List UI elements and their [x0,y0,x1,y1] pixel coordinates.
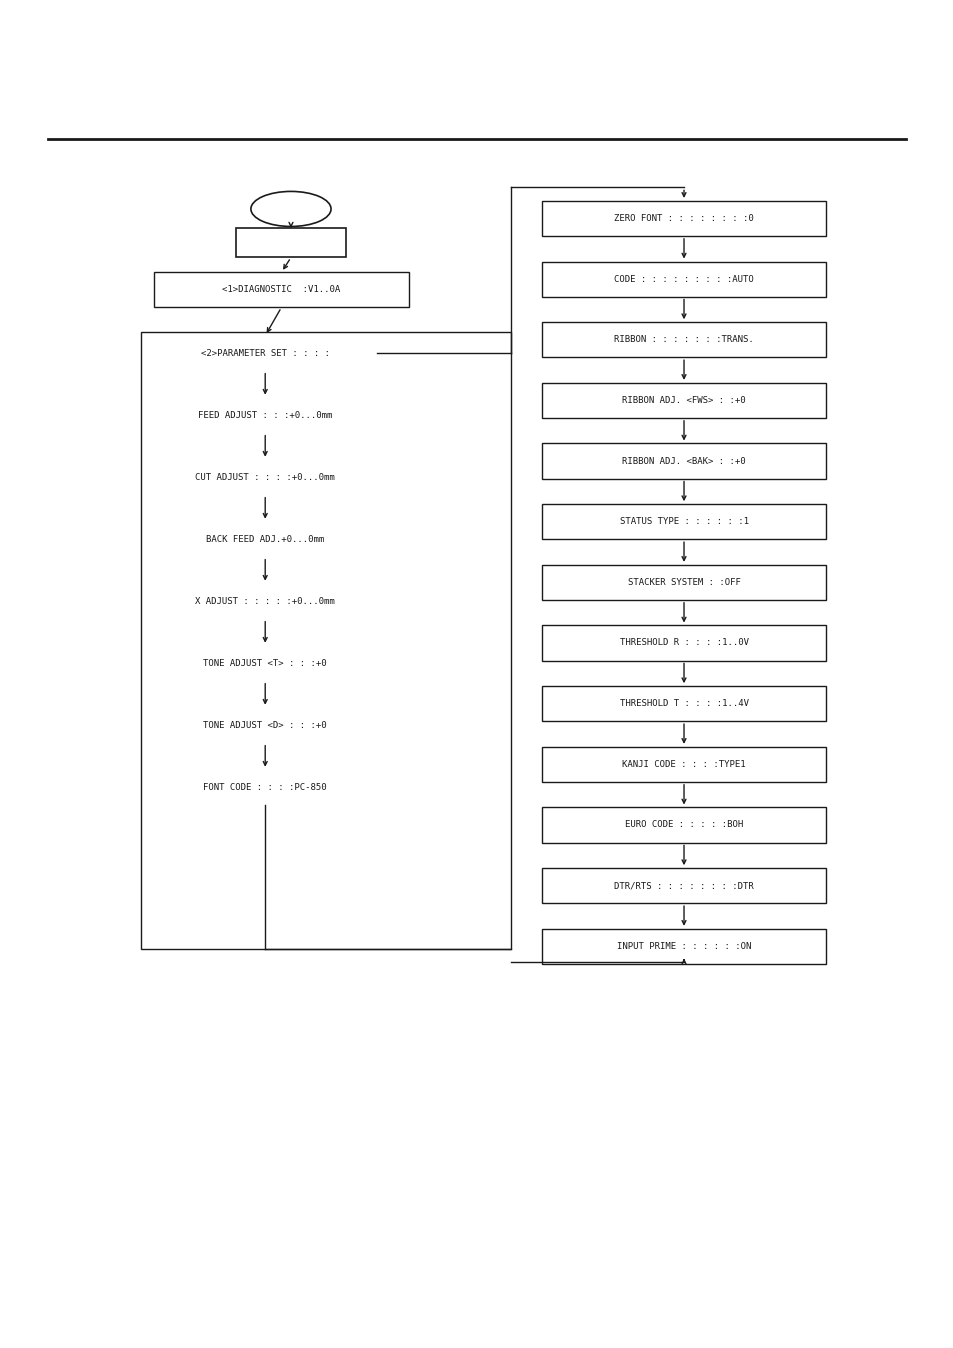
Bar [153,336,376,371]
Bar [541,807,825,842]
Text: TONE ADJUST <D> : : :+0: TONE ADJUST <D> : : :+0 [203,721,327,729]
Text: CUT ADJUST : : : :+0...0mm: CUT ADJUST : : : :+0...0mm [195,473,335,481]
Text: X ADJUST : : : : :+0...0mm: X ADJUST : : : : :+0...0mm [195,597,335,605]
Bar [541,686,825,721]
Text: RIBBON ADJ. <FWS> : :+0: RIBBON ADJ. <FWS> : :+0 [621,396,745,404]
Text: STATUS TYPE : : : : : :1: STATUS TYPE : : : : : :1 [618,518,748,526]
Bar [541,262,825,297]
Text: CODE : : : : : : : : :AUTO: CODE : : : : : : : : :AUTO [614,275,753,283]
Bar [153,272,409,307]
Bar [153,584,376,619]
Text: FONT CODE : : : :PC-850: FONT CODE : : : :PC-850 [203,783,327,791]
Bar [541,747,825,782]
Bar [541,565,825,600]
Text: INPUT PRIME : : : : : :ON: INPUT PRIME : : : : : :ON [617,942,750,950]
Text: FEED ADJUST : : :+0...0mm: FEED ADJUST : : :+0...0mm [198,411,332,419]
Bar [141,332,511,949]
Bar [153,522,376,557]
Bar [236,228,345,257]
Text: <2>PARAMETER SET : : : :: <2>PARAMETER SET : : : : [200,349,330,357]
Text: TONE ADJUST <T> : : :+0: TONE ADJUST <T> : : :+0 [203,659,327,667]
Text: KANJI CODE : : : :TYPE1: KANJI CODE : : : :TYPE1 [621,760,745,768]
Ellipse shape [251,191,331,226]
Bar [153,708,376,743]
Bar [541,201,825,236]
Text: BACK FEED ADJ.+0...0mm: BACK FEED ADJ.+0...0mm [206,535,324,543]
Bar [153,460,376,495]
Text: EURO CODE : : : : :BOH: EURO CODE : : : : :BOH [624,821,742,829]
Bar [541,443,825,479]
Bar [541,383,825,418]
Bar [153,646,376,681]
Text: ZERO FONT : : : : : : : :0: ZERO FONT : : : : : : : :0 [614,214,753,222]
Bar [153,398,376,433]
Text: DTR/RTS : : : : : : : :DTR: DTR/RTS : : : : : : : :DTR [614,882,753,890]
Bar [541,929,825,964]
Text: RIBBON : : : : : : :TRANS.: RIBBON : : : : : : :TRANS. [614,336,753,344]
Bar [541,504,825,539]
Bar [541,625,825,661]
Text: THRESHOLD R : : : :1..0V: THRESHOLD R : : : :1..0V [618,639,748,647]
Text: THRESHOLD T : : : :1..4V: THRESHOLD T : : : :1..4V [618,700,748,708]
Text: RIBBON ADJ. <BAK> : :+0: RIBBON ADJ. <BAK> : :+0 [621,457,745,465]
Text: <1>DIAGNOSTIC  :V1..0A: <1>DIAGNOSTIC :V1..0A [222,286,340,294]
Bar [153,770,376,805]
Text: STACKER SYSTEM : :OFF: STACKER SYSTEM : :OFF [627,578,740,586]
Bar [541,322,825,357]
Bar [541,868,825,903]
